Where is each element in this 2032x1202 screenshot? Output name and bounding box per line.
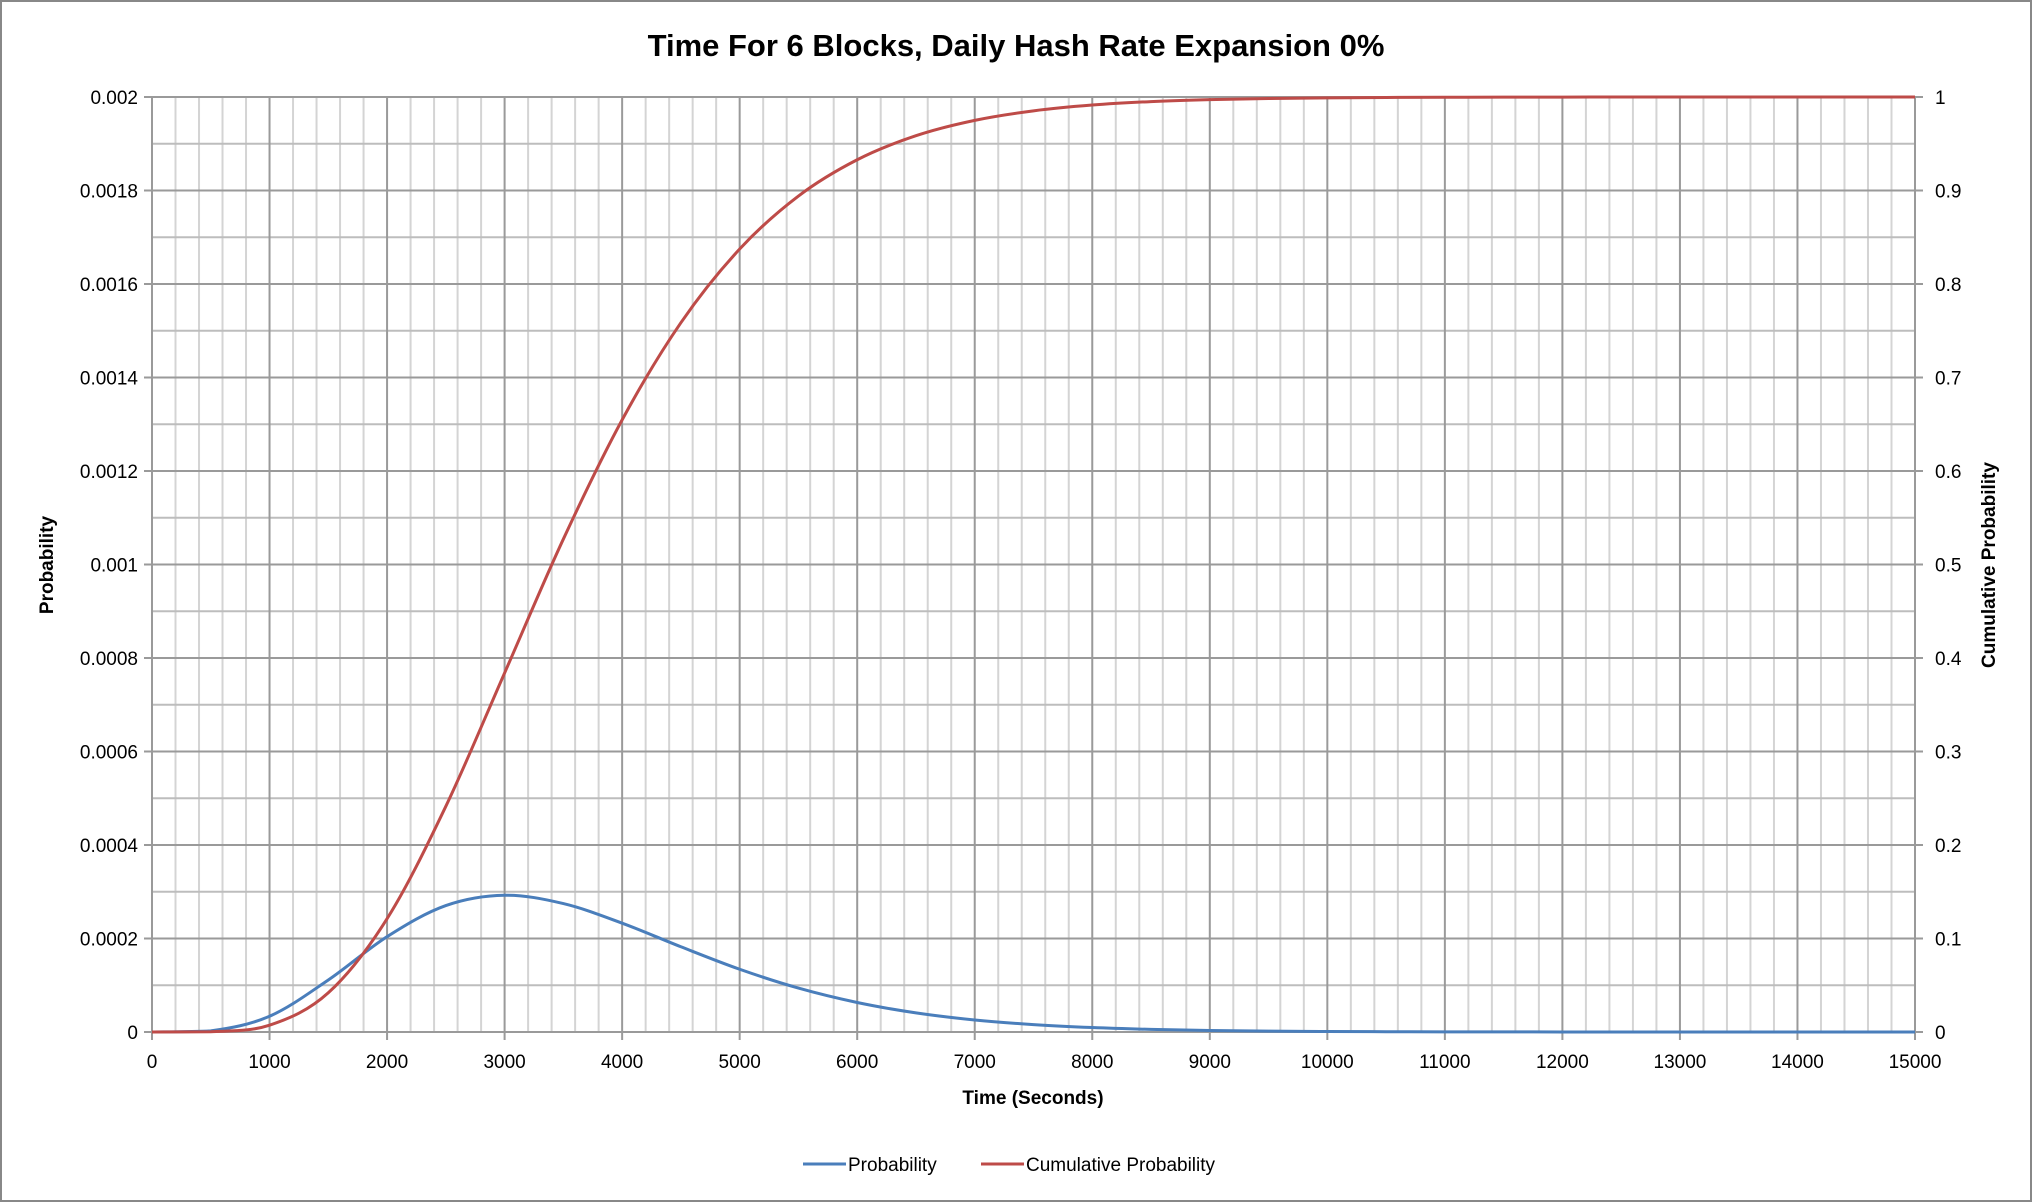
y2-tick-label: 0.7 (1935, 369, 1961, 390)
x-tick-label: 6000 (836, 1052, 878, 1073)
x-tick-label: 14000 (1771, 1052, 1824, 1073)
y2-tick-label: 0.8 (1935, 275, 1961, 296)
x-tick-label: 11000 (1419, 1052, 1470, 1073)
x-tick-label: 10000 (1301, 1052, 1354, 1073)
y2-tick-label: 0.6 (1935, 462, 1961, 483)
x-tick-label: 7000 (954, 1052, 996, 1073)
y-tick-label: 0.0012 (80, 462, 138, 483)
tick-labels: 0 1000 2000 3000 4000 5000 6000 7000 8000 9000 100… (80, 88, 1962, 1073)
y-tick-label: 0.0006 (80, 743, 138, 764)
x-tick-label: 8000 (1071, 1052, 1113, 1073)
y2-tick-label: 0.9 (1935, 182, 1961, 203)
y2-tick-label: 1 (1935, 88, 1946, 109)
y2-tick-label: 0.4 (1935, 649, 1962, 670)
chart-title: Time For 6 Blocks, Daily Hash Rate Expan… (648, 28, 1385, 63)
x-tick-label: 1000 (248, 1052, 290, 1073)
x-tick-label: 3000 (483, 1052, 525, 1073)
series-line-cumulative-probability (151, 95, 1915, 1034)
legend-label-probability: Probability (848, 1155, 937, 1176)
y-tick-label: 0.0002 (80, 930, 138, 951)
x-tick-label: 9000 (1189, 1052, 1231, 1073)
series-lines (151, 95, 1915, 1034)
x-tick-label: 0 (147, 1052, 158, 1073)
x-tick-label: 15000 (1889, 1052, 1942, 1073)
legend-label-cumulative: Cumulative Probability (1026, 1155, 1216, 1176)
y-tick-label: 0.0016 (80, 275, 138, 296)
x-tick-label: 2000 (366, 1052, 408, 1073)
y2-tick-label: 0.2 (1935, 836, 1961, 857)
y-tick-label: 0.0018 (80, 182, 138, 203)
series-line-probability (151, 893, 1915, 1034)
gridlines (144, 96, 1923, 1040)
y2-tick-label: 0.5 (1935, 556, 1961, 577)
x-axis-label: Time (Seconds) (962, 1088, 1103, 1109)
x-tick-label: 4000 (601, 1052, 643, 1073)
x-tick-label: 13000 (1654, 1052, 1707, 1073)
y-tick-label: 0.001 (90, 556, 138, 577)
y-tick-label: 0.0004 (80, 836, 139, 857)
y2-tick-label: 0.3 (1935, 743, 1961, 764)
legend: Probability Cumulative Probability (803, 1155, 1216, 1176)
y2-tick-label: 0 (1935, 1023, 1946, 1044)
x-tick-label: 5000 (719, 1052, 761, 1073)
y-axis-label: Probability (37, 515, 58, 614)
y2-axis-label: Cumulative Probability (1979, 462, 2000, 668)
y-tick-label: 0.002 (90, 88, 138, 109)
x-tick-label: 12000 (1536, 1052, 1589, 1073)
y-tick-label: 0.0008 (80, 649, 138, 670)
y-tick-label: 0 (127, 1023, 138, 1044)
y2-tick-label: 0.1 (1935, 930, 1961, 951)
y-tick-label: 0.0014 (80, 369, 139, 390)
